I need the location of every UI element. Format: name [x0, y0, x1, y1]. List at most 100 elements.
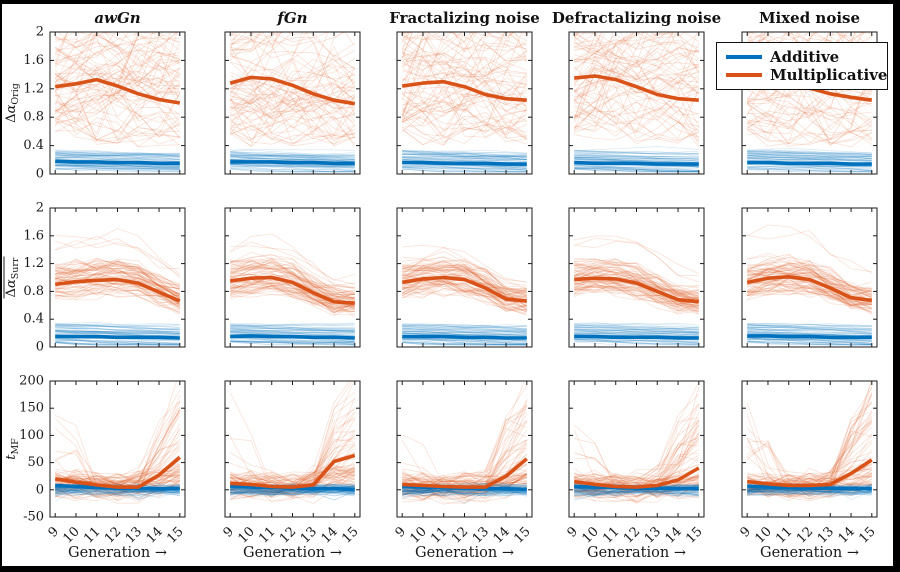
- svg-text:0.8: 0.8: [23, 284, 44, 299]
- mean-line-multiplicative: [746, 274, 873, 303]
- svg-text:9: 9: [46, 524, 62, 540]
- legend-item-additive: Additive: [726, 48, 881, 66]
- tick-marks: [397, 207, 532, 348]
- mean-line-multiplicative: [747, 458, 873, 488]
- y-axis-label: tMF: [4, 438, 21, 460]
- mean-line-additive: [55, 334, 180, 340]
- svg-text:10: 10: [407, 524, 429, 546]
- tick-marks: [742, 380, 877, 518]
- svg-text:12: 12: [621, 524, 643, 546]
- legend-label-multiplicative: Multiplicative: [770, 66, 888, 84]
- mean-line-additive: [402, 160, 527, 166]
- spaghetti-additive: [574, 146, 699, 173]
- svg-text:14: 14: [663, 524, 685, 546]
- mean-line-multiplicative: [54, 77, 181, 105]
- svg-text:11: 11: [773, 524, 795, 546]
- svg-text:13: 13: [298, 524, 320, 546]
- mean-line-additive: [747, 160, 872, 166]
- spaghetti-multiplicative: [746, 224, 873, 316]
- tick-marks: [397, 380, 532, 518]
- svg-text:0.4: 0.4: [23, 312, 44, 327]
- subplot-r2c2: [224, 207, 361, 348]
- x-axis-label: Generation →: [415, 545, 514, 561]
- svg-text:11: 11: [428, 524, 450, 546]
- mean-line-multiplicative: [230, 453, 356, 489]
- mean-line-multiplicative: [229, 75, 356, 106]
- svg-text:0: 0: [36, 167, 44, 182]
- mean-line-multiplicative: [574, 276, 699, 304]
- tick-marks: [225, 207, 360, 348]
- x-axis-label: Generation →: [68, 545, 167, 561]
- x-axis-label: Generation →: [587, 545, 686, 561]
- mean-line-multiplicative: [574, 74, 699, 102]
- svg-text:0: 0: [36, 340, 44, 355]
- tick-marks: [569, 380, 704, 518]
- svg-text:100: 100: [19, 428, 44, 443]
- svg-text:11: 11: [81, 524, 103, 546]
- spaghetti-additive: [747, 148, 872, 173]
- svg-text:0.8: 0.8: [23, 110, 44, 125]
- svg-text:9: 9: [221, 524, 237, 540]
- subplot-r1c3: [396, 31, 533, 175]
- svg-text:10: 10: [60, 524, 82, 546]
- mean-line-additive: [402, 334, 527, 340]
- svg-text:15: 15: [164, 524, 186, 546]
- mean-line-multiplicative: [402, 457, 528, 489]
- svg-text:11: 11: [600, 524, 622, 546]
- tick-marks: [569, 207, 704, 348]
- svg-text:150: 150: [19, 401, 44, 416]
- mean-line-additive: [55, 159, 180, 166]
- column-title-fgn: fGn: [277, 9, 308, 27]
- svg-text:15: 15: [856, 524, 878, 546]
- y-tick-labels: 0 0.4 0.8 1.2 1.6 2: [23, 201, 44, 355]
- svg-text:1.6: 1.6: [23, 53, 44, 68]
- svg-text:0: 0: [36, 482, 44, 497]
- mean-line-additive: [747, 484, 872, 491]
- svg-text:11: 11: [256, 524, 278, 546]
- legend-item-multiplicative: Multiplicative: [726, 66, 887, 84]
- column-title-fractalizing: Fractalizing noise: [389, 9, 540, 27]
- column-title-mixed: Mixed noise: [758, 9, 861, 27]
- legend-label-additive: Additive: [770, 48, 840, 66]
- tick-marks: [225, 380, 360, 518]
- subplot-r2c5: [741, 207, 878, 348]
- svg-text:200: 200: [19, 374, 44, 389]
- spaghetti-multiplicative: [54, 228, 181, 315]
- tick-marks: [50, 207, 185, 348]
- svg-text:ΔαOrig: ΔαOrig: [4, 83, 21, 123]
- tick-marks: [742, 207, 877, 348]
- y-tick-labels: -50 0 50 100 150 200: [19, 374, 44, 525]
- y-axis-label: ΔαOrig: [4, 83, 21, 123]
- legend: Additive Multiplicative: [716, 42, 888, 90]
- svg-text:9: 9: [565, 524, 581, 540]
- mean-line-additive: [230, 334, 355, 340]
- mean-line-multiplicative: [229, 275, 355, 305]
- svg-text:9: 9: [393, 524, 409, 540]
- svg-text:12: 12: [449, 524, 471, 546]
- spaghetti-additive: [747, 322, 872, 346]
- svg-text:tMF: tMF: [4, 438, 21, 460]
- subplot-r1c1: 0 0.4 0.8 1.2 1.6 2 ΔαOrig: [4, 25, 186, 182]
- svg-text:15: 15: [511, 524, 533, 546]
- svg-text:9: 9: [738, 524, 754, 540]
- tick-marks: [397, 31, 532, 175]
- column-title-defractalizing: Defractalizing noise: [551, 9, 722, 27]
- column-title-awgn: awGn: [94, 9, 141, 27]
- subplot-r2c3: [396, 207, 533, 348]
- svg-text:2: 2: [36, 25, 44, 40]
- mean-line-multiplicative: [54, 277, 181, 303]
- mean-line-additive: [574, 334, 699, 340]
- svg-text:2: 2: [36, 201, 44, 216]
- svg-text:12: 12: [102, 524, 124, 546]
- subplot-r2c1: 0 0.4 0.8 1.2 1.6 2 ΔαSurr: [3, 201, 186, 355]
- svg-text:15: 15: [683, 524, 705, 546]
- spaghetti-additive: [574, 322, 699, 346]
- x-axis-label: Generation →: [243, 545, 342, 561]
